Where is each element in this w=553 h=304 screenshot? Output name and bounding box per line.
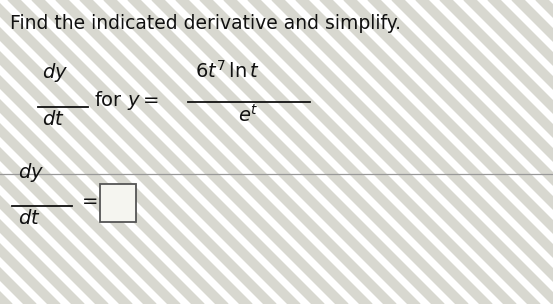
Polygon shape <box>0 0 36 304</box>
Text: $=$: $=$ <box>78 189 98 209</box>
Polygon shape <box>392 0 553 304</box>
Text: Find the indicated derivative and simplify.: Find the indicated derivative and simpli… <box>10 14 401 33</box>
Polygon shape <box>0 0 108 304</box>
Polygon shape <box>536 0 553 304</box>
Polygon shape <box>8 0 324 304</box>
Polygon shape <box>0 0 252 304</box>
Polygon shape <box>0 0 132 304</box>
Polygon shape <box>128 0 444 304</box>
Text: $\mathit{dy}$: $\mathit{dy}$ <box>42 61 68 84</box>
Polygon shape <box>80 0 396 304</box>
Polygon shape <box>440 0 553 304</box>
Text: $6t^7\,\mathrm{ln}\,t$: $6t^7\,\mathrm{ln}\,t$ <box>195 60 260 82</box>
Polygon shape <box>176 0 492 304</box>
Polygon shape <box>56 0 372 304</box>
Text: $\mathit{dt}$: $\mathit{dt}$ <box>42 110 65 129</box>
Polygon shape <box>344 0 553 304</box>
Text: $\mathit{dy}$: $\mathit{dy}$ <box>18 161 44 184</box>
Polygon shape <box>512 0 553 304</box>
Text: for $y=$: for $y=$ <box>94 88 159 112</box>
Polygon shape <box>104 0 420 304</box>
Polygon shape <box>200 0 516 304</box>
Polygon shape <box>0 0 300 304</box>
Text: $e^t$: $e^t$ <box>238 104 259 126</box>
Polygon shape <box>296 0 553 304</box>
Polygon shape <box>0 0 156 304</box>
Polygon shape <box>0 0 60 304</box>
Polygon shape <box>416 0 553 304</box>
Polygon shape <box>152 0 468 304</box>
Polygon shape <box>224 0 540 304</box>
Polygon shape <box>0 0 228 304</box>
Text: $\mathit{dt}$: $\mathit{dt}$ <box>18 209 40 228</box>
Polygon shape <box>0 0 276 304</box>
Polygon shape <box>464 0 553 304</box>
Polygon shape <box>272 0 553 304</box>
Polygon shape <box>320 0 553 304</box>
Polygon shape <box>32 0 348 304</box>
Polygon shape <box>0 0 180 304</box>
Polygon shape <box>368 0 553 304</box>
Polygon shape <box>0 0 12 304</box>
Polygon shape <box>248 0 553 304</box>
Polygon shape <box>0 0 204 304</box>
Polygon shape <box>0 0 84 304</box>
Bar <box>100 184 136 222</box>
Polygon shape <box>488 0 553 304</box>
